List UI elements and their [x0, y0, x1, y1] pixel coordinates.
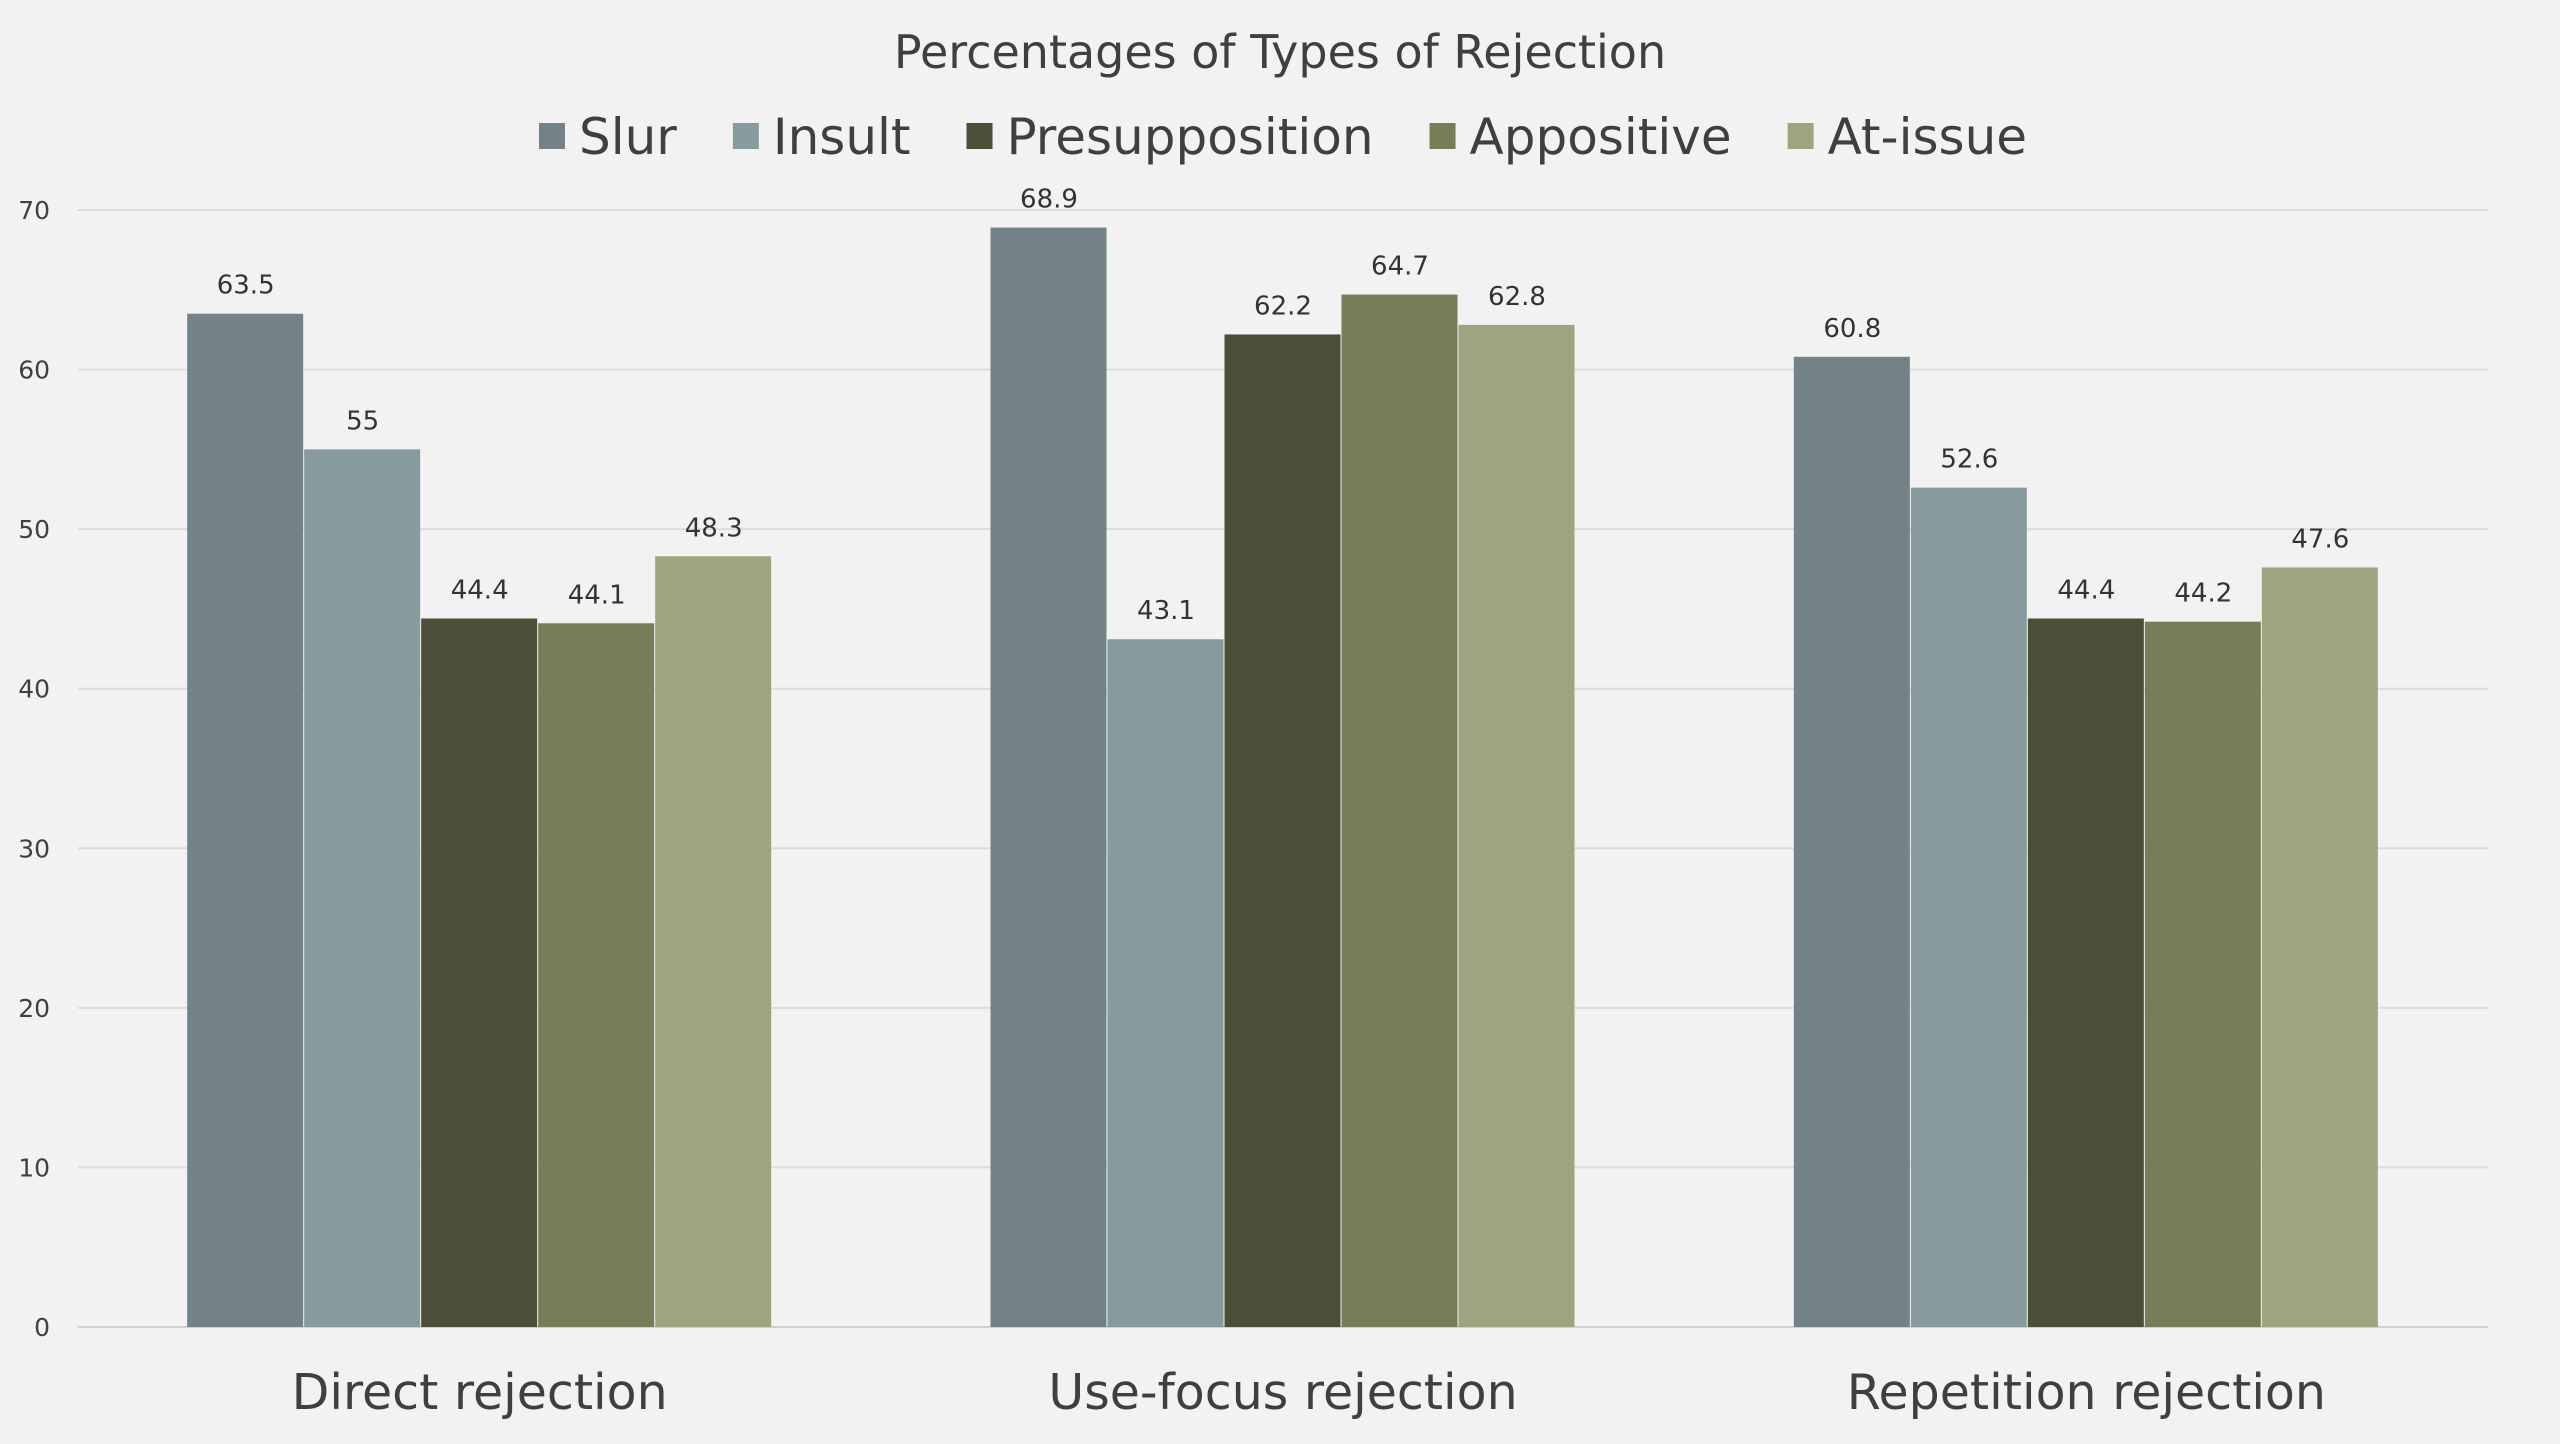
y-tick-label: 0 — [34, 1313, 50, 1342]
y-tick-label: 30 — [18, 834, 50, 863]
bar-slur — [187, 313, 304, 1327]
legend-label-presupposition: Presupposition — [1007, 108, 1374, 166]
data-label: 62.2 — [1254, 291, 1312, 321]
legend-label-at-issue: At-issue — [1828, 108, 2027, 166]
data-label: 43.1 — [1137, 596, 1195, 626]
category-label: Repetition rejection — [1847, 1364, 2326, 1421]
data-label: 48.3 — [685, 513, 743, 543]
data-label: 68.9 — [1020, 185, 1078, 215]
bar-presupposition — [2027, 618, 2144, 1327]
legend: Slur Insult Presupposition Appositive At-iss… — [538, 108, 2027, 166]
y-tick-label: 50 — [18, 515, 50, 544]
data-label: 63.5 — [217, 271, 275, 301]
data-label: 52.6 — [1940, 445, 1998, 475]
bar-presupposition — [421, 618, 538, 1327]
x-axis-category-labels: Direct rejection Use-focus rejection Repet… — [292, 1364, 2326, 1421]
data-label: 62.8 — [1488, 282, 1546, 312]
data-label: 64.7 — [1371, 252, 1429, 282]
y-tick-label: 10 — [18, 1153, 50, 1182]
bar-appositive — [2144, 621, 2261, 1327]
legend-swatch-at-issue — [1787, 123, 1814, 149]
legend-label-insult: Insult — [773, 108, 911, 166]
data-label: 44.1 — [568, 580, 626, 610]
data-label: 55 — [346, 406, 379, 436]
category-label: Use-focus rejection — [1048, 1364, 1517, 1421]
category-label: Direct rejection — [292, 1364, 668, 1421]
data-label: 44.4 — [451, 576, 509, 606]
data-labels: 63.5 55 44.4 44.1 48.3 68.9 43.1 62.2 64.7 62.8 60… — [217, 185, 2350, 627]
bar-slur — [990, 227, 1107, 1327]
bar-at-issue — [1458, 324, 1575, 1327]
bar-at-issue — [2261, 567, 2378, 1327]
bar-insult — [1107, 639, 1224, 1327]
bar-slur — [1793, 356, 1910, 1327]
chart-title: Percentages of Types of Rejection — [894, 25, 1666, 79]
legend-swatch-slur — [538, 123, 565, 149]
y-tick-label: 20 — [18, 994, 50, 1023]
data-label: 60.8 — [1823, 314, 1881, 344]
bar-at-issue — [655, 556, 772, 1327]
bar-appositive — [538, 623, 655, 1327]
data-label: 44.2 — [2174, 579, 2232, 609]
legend-swatch-appositive — [1429, 123, 1456, 149]
legend-swatch-presupposition — [966, 123, 993, 149]
bar-presupposition — [1224, 334, 1341, 1328]
y-axis-tick-labels: 0 10 20 30 40 50 60 70 — [18, 196, 50, 1342]
data-label: 47.6 — [2291, 524, 2349, 554]
y-tick-label: 60 — [18, 356, 50, 385]
y-tick-label: 40 — [18, 675, 50, 704]
legend-label-appositive: Appositive — [1470, 108, 1732, 166]
bar-appositive — [1341, 294, 1458, 1327]
legend-label-slur: Slur — [579, 108, 677, 166]
bar-insult — [1910, 487, 2027, 1327]
legend-swatch-insult — [732, 123, 759, 149]
bar-insult — [304, 449, 421, 1327]
y-tick-label: 70 — [18, 196, 50, 225]
data-label: 44.4 — [2057, 576, 2115, 606]
bars — [187, 227, 2378, 1328]
